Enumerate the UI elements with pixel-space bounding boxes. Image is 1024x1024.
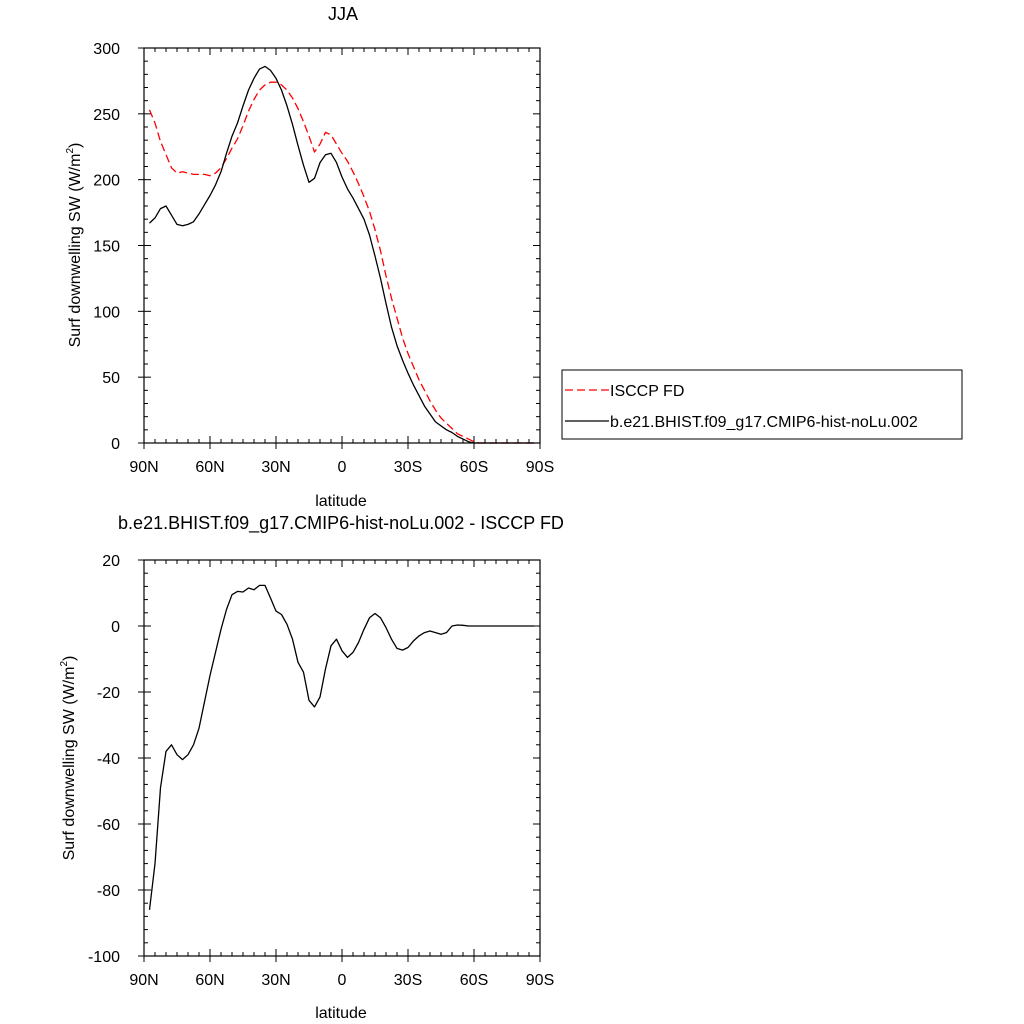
bottom-x-tick-label: 30N	[261, 972, 290, 989]
bottom-plot-frame	[143, 559, 541, 957]
bottom-panel: b.e21.BHIST.f09_g17.CMIP6-hist-noLu.002 …	[59, 513, 564, 1022]
top-axes: 90N 60N 30N 0 30S 60S 90S 0 50 100 150 200 250 300	[93, 41, 554, 476]
bottom-series-model-line	[148, 584, 535, 910]
bottom-y-axis-label: Surf downwelling SW (W/m2)	[59, 656, 78, 861]
bottom-y-axis-label-superscript: 2	[59, 661, 70, 667]
bottom-y-tick-label: -80	[97, 883, 120, 900]
bottom-x-tick-label: 60N	[195, 972, 224, 989]
bottom-x-tick-label: 30S	[394, 972, 422, 989]
top-x-tick-label: 0	[338, 459, 347, 476]
top-plot-frame	[143, 47, 541, 444]
top-x-tick-label: 90N	[129, 459, 158, 476]
bottom-y-tick-label: -20	[97, 685, 120, 702]
top-series-model-line	[149, 65, 535, 444]
top-series-group	[148, 65, 535, 444]
legend-label-model: b.e21.BHIST.f09_g17.CMIP6-hist-noLu.002	[610, 414, 918, 431]
legend-box	[561, 369, 963, 440]
bottom-chart-title: b.e21.BHIST.f09_g17.CMIP6-hist-noLu.002 …	[118, 513, 564, 534]
top-x-tick-label: 30S	[394, 459, 422, 476]
top-chart-title: JJA	[328, 4, 358, 24]
bottom-y-tick-label: 20	[102, 553, 120, 570]
bottom-x-tick-label: 90N	[129, 972, 158, 989]
bottom-x-tick-label: 60S	[460, 972, 488, 989]
top-panel: JJA 90N 60N 30N 0 30S 60S 90S 0 50 100 150 200 250 30…	[65, 4, 554, 510]
top-y-tick-label: 50	[102, 370, 120, 387]
bottom-axes: 90N 60N 30N 0 30S 60S 90S -100 -80 -60 -40 -20 0 20	[88, 553, 554, 989]
top-x-tick-label: 60N	[195, 459, 224, 476]
bottom-y-tick-label: -100	[88, 949, 120, 966]
bottom-y-tick-label: -60	[97, 817, 120, 834]
top-y-tick-label: 200	[93, 173, 120, 190]
bottom-series-group	[148, 584, 535, 910]
top-y-tick-label: 300	[93, 41, 120, 58]
top-y-tick-label: 150	[93, 239, 120, 256]
legend-label-isccp: ISCCP FD	[610, 383, 684, 400]
top-y-tick-label: 250	[93, 107, 120, 124]
top-y-tick-label: 100	[93, 304, 120, 321]
bottom-x-axis-label: latitude	[315, 1005, 367, 1022]
bottom-y-tick-label: -40	[97, 751, 120, 768]
bottom-x-tick-label: 90S	[526, 972, 554, 989]
top-y-axis-label: Surf downwelling SW (W/m2)	[65, 143, 84, 348]
legend: ISCCP FD b.e21.BHIST.f09_g17.CMIP6-hist-…	[561, 369, 963, 440]
top-x-axis-label: latitude	[315, 493, 367, 510]
top-series-isccp-line	[148, 81, 535, 444]
top-y-axis-label-superscript: 2	[65, 148, 76, 154]
top-y-tick-label: 0	[111, 436, 120, 453]
bottom-y-tick-label: 0	[111, 619, 120, 636]
top-x-tick-label: 90S	[526, 459, 554, 476]
bottom-x-tick-label: 0	[338, 972, 347, 989]
top-x-tick-label: 60S	[460, 459, 488, 476]
top-x-tick-label: 30N	[261, 459, 290, 476]
